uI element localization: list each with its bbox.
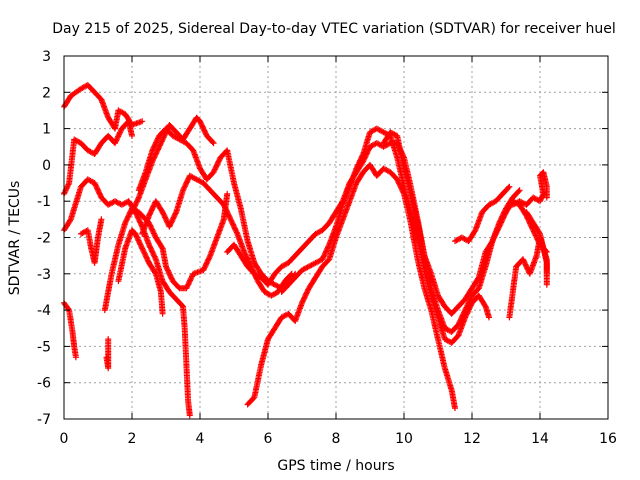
data-point — [543, 194, 550, 201]
data-point — [96, 190, 103, 197]
data-point — [122, 220, 129, 226]
y-tick-label: -5 — [37, 339, 51, 355]
data-point — [516, 187, 523, 194]
x-tick-label: 4 — [196, 431, 205, 447]
data-point — [224, 190, 231, 197]
y-tick-label: 0 — [42, 158, 51, 174]
y-tick-label: -3 — [37, 267, 51, 283]
x-tick-label: 12 — [463, 431, 481, 447]
data-point — [98, 216, 105, 223]
data-point — [288, 270, 295, 277]
data-point — [65, 305, 72, 312]
x-tick-label: 2 — [128, 431, 137, 447]
data-point — [64, 184, 71, 191]
y-tick-label: 3 — [42, 49, 51, 65]
y-tick-label: -7 — [37, 412, 51, 428]
y-tick-label: -6 — [37, 376, 51, 392]
data-point — [159, 310, 166, 317]
x-tick-label: 6 — [264, 431, 273, 447]
y-tick-label: 2 — [42, 85, 51, 101]
y-axis-label: SDTVAR / TECUs — [7, 181, 23, 296]
data-point — [521, 258, 528, 265]
data-point — [72, 354, 79, 361]
data-point — [150, 252, 157, 259]
data-point — [209, 139, 216, 146]
y-tick-label: -1 — [37, 194, 51, 210]
data-point — [287, 271, 294, 278]
data-point — [133, 233, 140, 240]
data-point — [184, 282, 191, 289]
data-marks — [61, 82, 550, 419]
x-tick-label: 14 — [531, 431, 549, 447]
x-tick-label: 16 — [599, 431, 617, 447]
data-point — [543, 281, 550, 288]
data-point — [160, 211, 167, 218]
data-point — [67, 217, 73, 224]
data-point — [354, 162, 361, 169]
data-point — [210, 140, 217, 147]
data-point — [303, 289, 310, 296]
data-point — [113, 137, 120, 144]
data-point — [515, 188, 522, 195]
y-tick-label: -4 — [37, 303, 51, 319]
data-point — [129, 132, 135, 139]
x-axis-label: GPS time / hours — [277, 458, 394, 474]
data-point — [139, 118, 146, 125]
x-tick-label: 10 — [395, 431, 413, 447]
data-point — [186, 412, 193, 419]
data-point — [475, 275, 481, 282]
chart-title: Day 215 of 2025, Sidereal Day-to-day VTE… — [52, 21, 615, 37]
data-point — [147, 210, 154, 217]
y-tick-label: -2 — [37, 231, 51, 247]
data-point — [105, 336, 112, 343]
data-point — [505, 184, 512, 191]
data-point — [140, 248, 147, 254]
data-point — [158, 244, 165, 251]
data-point — [452, 405, 458, 412]
x-tick-label: 0 — [60, 431, 69, 447]
data-point — [506, 183, 513, 190]
data-point — [232, 226, 239, 233]
y-tick-label: 1 — [42, 122, 51, 138]
data-point — [152, 269, 158, 276]
data-point — [486, 314, 492, 321]
x-tick-label: 8 — [332, 431, 341, 447]
